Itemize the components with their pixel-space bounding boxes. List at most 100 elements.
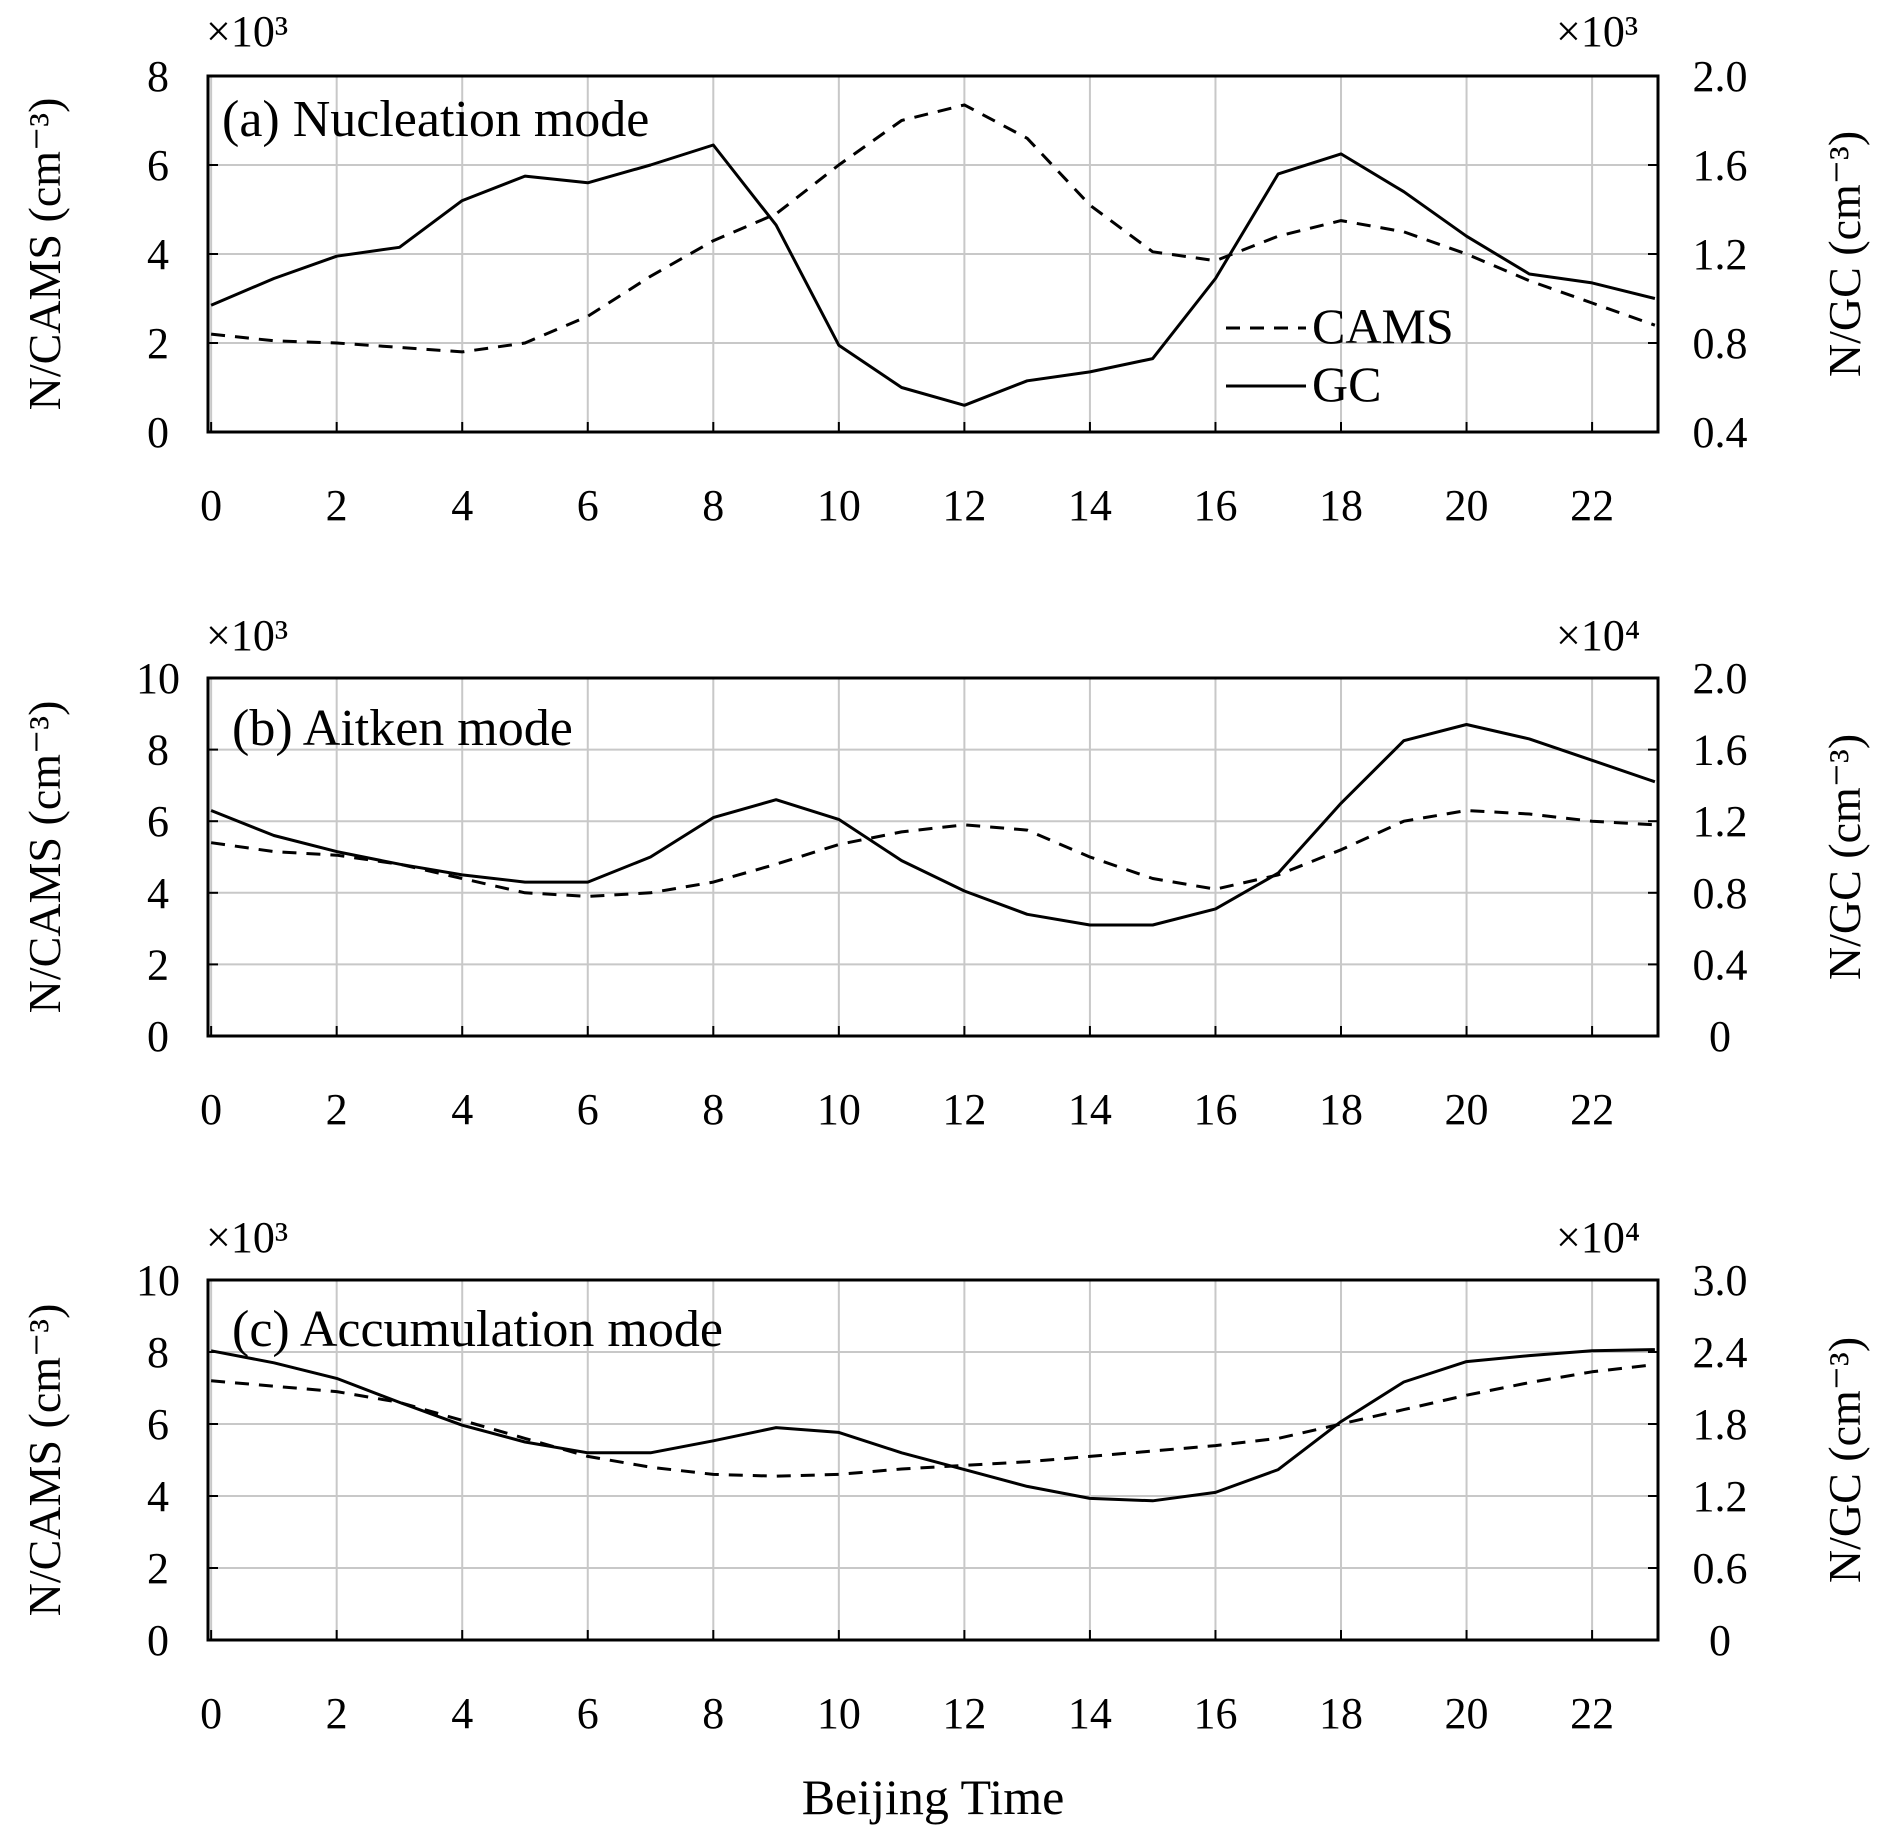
x-axis-title: Beijing Time [802,1769,1065,1825]
left-multiplier: ×10³ [206,7,288,56]
x-tick-label: 22 [1570,1689,1614,1738]
right-tick-label: 1.2 [1693,230,1748,279]
series-line-gc [210,1348,1655,1503]
left-tick-label: 2 [147,319,169,368]
left-tick-label: 0 [147,1616,169,1665]
left-tick-label: 4 [147,1472,169,1521]
grid [208,76,1658,432]
left-axis-title: N/CAMS (cm⁻³) [19,1304,70,1617]
right-tick-label: 0.6 [1693,1544,1748,1593]
x-tick-label: 18 [1319,1085,1363,1134]
right-axis-title: N/GC (cm⁻³) [1819,131,1870,377]
right-tick-label: 0.4 [1693,940,1748,989]
x-tick-label: 22 [1570,481,1614,530]
x-tick-label: 4 [451,1085,473,1134]
right-multiplier: ×10⁴ [1556,611,1640,660]
right-tick-label: 0.4 [1693,408,1748,457]
x-tick-label: 20 [1445,481,1489,530]
right-multiplier: ×10³ [1556,7,1638,56]
left-axis-title: N/CAMS (cm⁻³) [19,701,70,1014]
left-tick-label: 4 [147,230,169,279]
axis-ticks: 0 2 4 6 8 10 12 14 16 18 20 22 0 2 4 6 8 10 0 0.4 0.8 1.2 1.6 2… [136,654,1748,1134]
panel-title: (c) Accumulation mode [232,1301,723,1358]
left-multiplier: ×10³ [206,611,288,660]
x-tick-label: 8 [702,1689,724,1738]
plot-frame [206,1278,1660,1642]
left-tick-label: 8 [147,52,169,101]
x-tick-label: 18 [1319,481,1363,530]
panel-accumulation: 0 2 4 6 8 10 12 14 16 18 20 22 0 2 4 6 8 10 0 0.6 1.2 1.8 2.4 3… [19,1213,1870,1738]
panel-nucleation: 0 2 4 6 8 10 12 14 16 18 20 22024680.40.81.21.62.0 … [19,7,1870,530]
chart-marks [210,723,1656,927]
x-tick-label: 4 [451,1689,473,1738]
axis-ticks: 0 2 4 6 8 10 12 14 16 18 20 22 0 2 4 6 8 0.4 0.8 1.2 1.6 2.0 [147,52,1748,530]
right-tick-label: 0 [1709,1012,1731,1061]
x-tick-label: 6 [577,481,599,530]
x-tick-label: 14 [1068,1689,1112,1738]
left-tick-label: 10 [136,1256,180,1305]
grid [208,1280,1658,1640]
x-tick-label: 0 [200,1085,222,1134]
series-line-cams [210,103,1656,354]
legend-cams-label: CAMS [1312,298,1454,354]
left-tick-label: 0 [147,408,169,457]
panel-title: (b) Aitken mode [232,700,573,757]
right-tick-label: 0.8 [1693,869,1748,918]
panel-aitken: 0 2 4 6 8 10 12 14 16 18 20 22 0 2 4 6 8 10 0 0.4 0.8 1.2 1.6 2… [19,611,1870,1134]
x-tick-label: 0 [200,1689,222,1738]
left-tick-label: 4 [147,869,169,918]
right-multiplier: ×10⁴ [1556,1213,1640,1262]
left-tick-label: 6 [147,797,169,846]
panel-title: (a) Nucleation mode [222,91,649,148]
series-line-gc [210,723,1656,927]
x-tick-label: 2 [326,481,348,530]
plot-frame [206,676,1660,1038]
x-tick-label: 10 [817,481,861,530]
right-tick-label: 2.0 [1693,654,1748,703]
x-tick-label: 16 [1193,1689,1237,1738]
x-tick-label: 20 [1445,1689,1489,1738]
right-tick-label: 3.0 [1693,1256,1748,1305]
x-tick-label: 14 [1068,1085,1112,1134]
series-line-cams [210,1363,1656,1478]
x-tick-label: 22 [1570,1085,1614,1134]
left-tick-label: 6 [147,141,169,190]
right-axis-title: N/GC (cm⁻³) [1819,734,1870,980]
left-tick-label: 10 [136,654,180,703]
x-tick-label: 16 [1193,481,1237,530]
x-tick-label: 8 [702,1085,724,1134]
left-tick-label: 6 [147,1400,169,1449]
x-tick-label: 2 [326,1689,348,1738]
x-tick-label: 12 [942,1689,986,1738]
left-tick-label: 0 [147,1012,169,1061]
chart-marks [210,103,1656,407]
x-tick-label: 10 [817,1085,861,1134]
left-tick-label: 8 [147,726,169,775]
series-line-gc [210,143,1656,407]
x-tick-label: 16 [1193,1085,1237,1134]
right-axis-title: N/GC (cm⁻³) [1819,1337,1870,1583]
series-line-cams [210,809,1655,898]
chart-marks [210,1348,1656,1503]
left-tick-label: 2 [147,1544,169,1593]
right-tick-label: 1.2 [1693,797,1748,846]
axis-ticks: 0 2 4 6 8 10 12 14 16 18 20 22 0 2 4 6 8 10 0 0.6 1.2 1.8 2.4 3… [136,1256,1748,1738]
x-tick-label: 6 [577,1085,599,1134]
x-tick-label: 0 [200,481,222,530]
right-tick-label: 1.8 [1693,1400,1748,1449]
right-tick-label: 0 [1709,1616,1731,1665]
x-tick-label: 14 [1068,481,1112,530]
x-tick-label: 12 [942,481,986,530]
x-tick-label: 6 [577,1689,599,1738]
x-tick-label: 18 [1319,1689,1363,1738]
right-tick-label: 1.6 [1693,141,1748,190]
left-multiplier: ×10³ [206,1213,288,1262]
left-tick-label: 8 [147,1328,169,1377]
x-tick-label: 10 [817,1689,861,1738]
right-tick-label: 1.2 [1693,1472,1748,1521]
left-axis-title: N/CAMS (cm⁻³) [19,98,70,411]
legend: CAMS GC [1226,298,1454,412]
left-tick-label: 2 [147,940,169,989]
x-tick-label: 20 [1445,1085,1489,1134]
